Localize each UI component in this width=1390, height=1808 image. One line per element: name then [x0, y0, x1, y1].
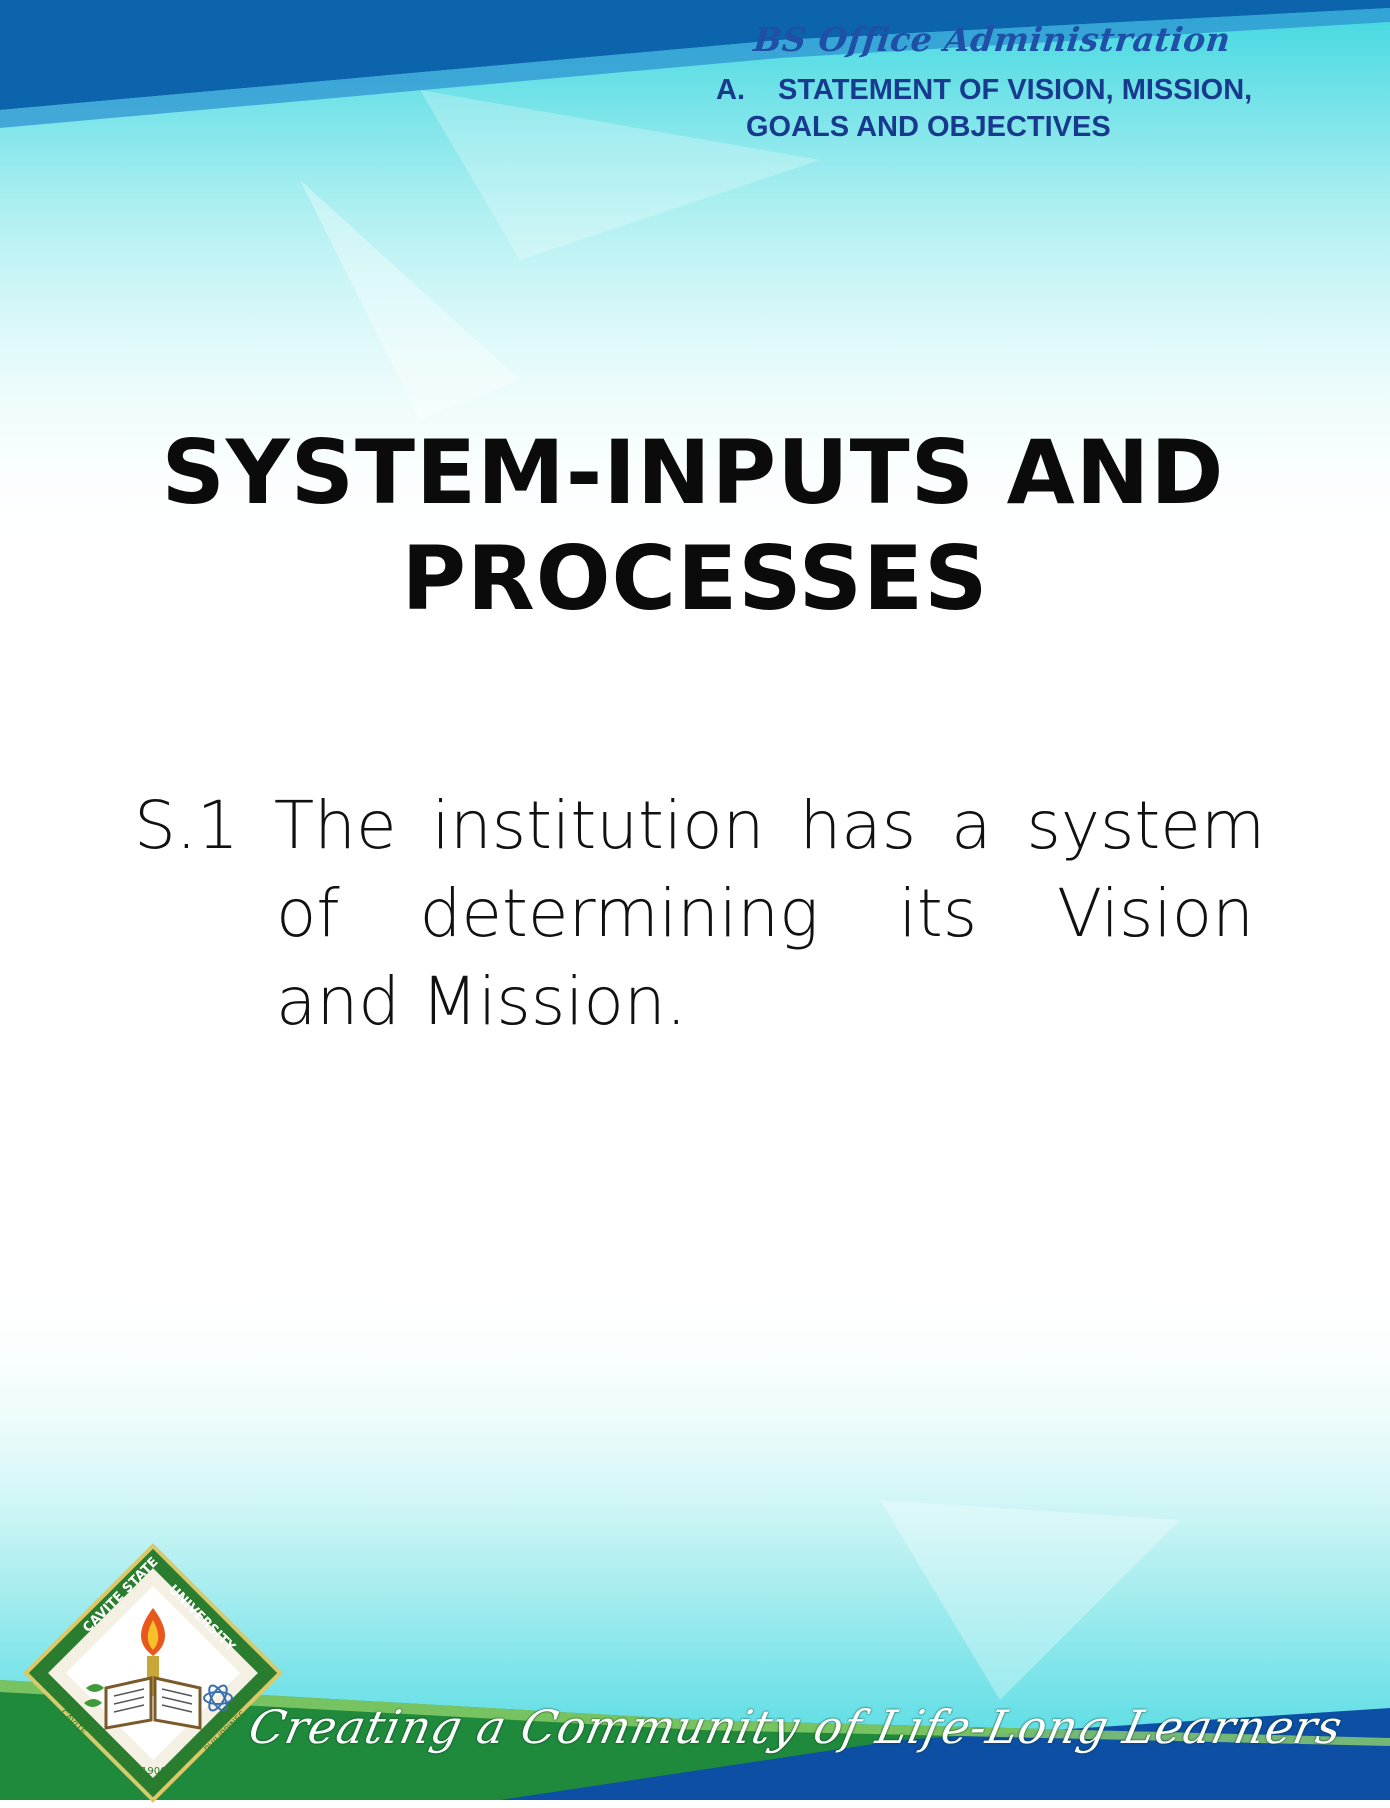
footer-tagline: Creating a Community of Life-Long Learne… [244, 1700, 1348, 1754]
statement-word: its [898, 875, 978, 952]
statement-word: Vision [1057, 875, 1254, 952]
section-marker: A. [716, 74, 745, 106]
svg-text:1906: 1906 [141, 1766, 166, 1777]
page-title: SYSTEM-INPUTS AND PROCESSES [0, 420, 1390, 632]
statement-word: of [276, 875, 340, 952]
standard-statement: S.1 The institution has a system of dete… [134, 782, 1266, 1046]
header-program-name: BS Office Administration [751, 20, 1233, 59]
section-heading: A. STATEMENT OF VISION, MISSION, GOALS AN… [716, 72, 1252, 146]
section-heading-line1: STATEMENT OF VISION, MISSION, [778, 74, 1253, 106]
statement-line1: S.1 The institution has a system [134, 787, 1266, 864]
page-title-line1: SYSTEM-INPUTS AND [161, 421, 1225, 524]
page-title-line2: PROCESSES [401, 527, 989, 630]
statement-word: determining [419, 875, 819, 952]
university-seal-logo: CAVITE STATE UNIVERSITY CAVITE PHILIPPIN… [23, 1543, 283, 1803]
section-heading-line2: GOALS AND OBJECTIVES [746, 111, 1111, 143]
statement-line3: and Mission. [276, 963, 687, 1040]
statement-line2: of determining its Vision [134, 870, 1254, 958]
